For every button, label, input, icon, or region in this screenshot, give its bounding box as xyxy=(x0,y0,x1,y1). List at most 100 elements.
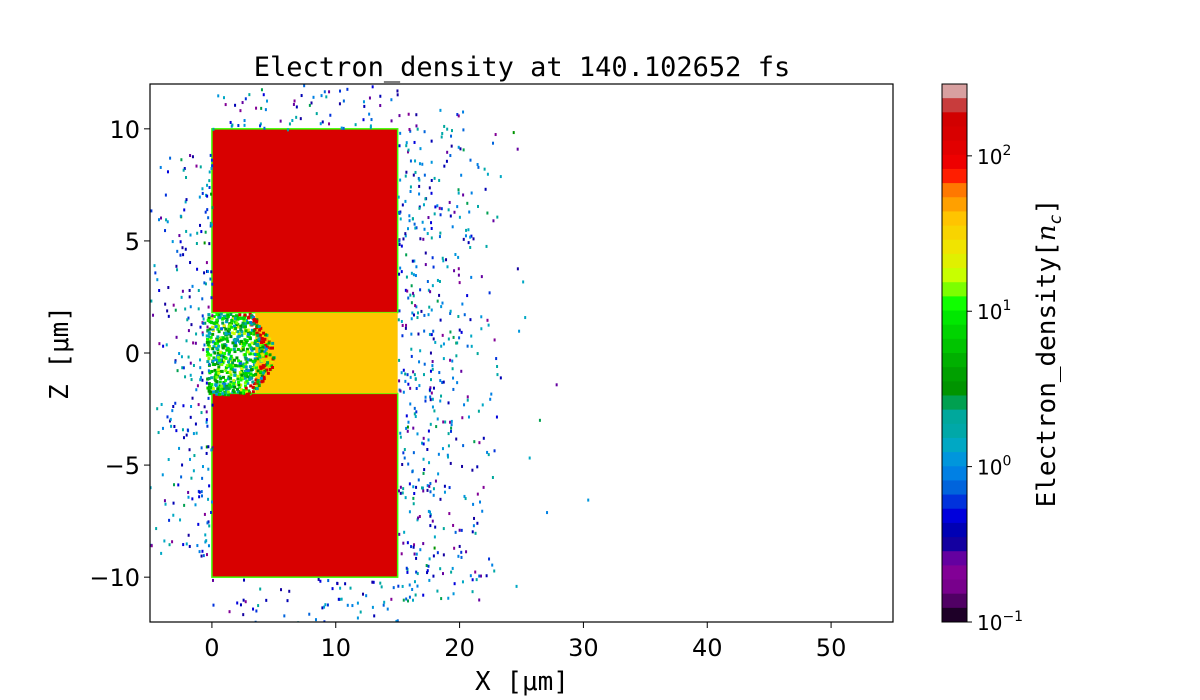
ablated-electron xyxy=(221,387,225,391)
scatter-electron xyxy=(196,231,199,235)
scatter-electron xyxy=(439,379,442,383)
ablated-electron xyxy=(256,352,260,356)
ablated-electron xyxy=(219,312,223,316)
ablated-electron xyxy=(218,375,222,379)
scatter-electron xyxy=(439,213,442,217)
scatter-electron xyxy=(418,360,421,364)
scatter-electron xyxy=(430,191,433,195)
scatter-electron xyxy=(445,159,448,163)
scatter-electron xyxy=(438,206,441,210)
scatter-electron xyxy=(369,124,372,128)
scatter-electron xyxy=(417,176,420,180)
scatter-electron xyxy=(204,533,207,537)
scatter-electron xyxy=(491,563,494,567)
scatter-electron xyxy=(196,544,199,548)
scatter-electron xyxy=(398,114,401,118)
scatter-electron xyxy=(175,429,178,433)
scatter-electron xyxy=(415,485,418,489)
ablated-electron xyxy=(215,318,219,322)
scatter-electron xyxy=(169,156,172,160)
scatter-electron xyxy=(415,386,418,390)
scatter-electron xyxy=(421,220,424,224)
ablated-electron xyxy=(232,382,236,386)
scatter-electron xyxy=(410,545,413,549)
ablated-electron xyxy=(239,340,243,344)
ablated-electron xyxy=(231,389,235,393)
scatter-electron xyxy=(207,369,210,373)
ablated-electron xyxy=(241,321,245,325)
scatter-electron xyxy=(187,329,190,333)
scatter-electron xyxy=(356,601,359,605)
scatter-electron xyxy=(399,178,402,182)
scatter-electron xyxy=(448,486,451,490)
scatter-electron xyxy=(522,280,525,284)
ablated-electron xyxy=(206,329,210,333)
scatter-electron xyxy=(210,223,213,227)
ablated-electron xyxy=(243,353,247,357)
scatter-electron xyxy=(415,265,418,269)
scatter-electron xyxy=(158,289,161,293)
scatter-electron xyxy=(456,341,459,345)
scatter-electron xyxy=(166,220,169,224)
scatter-electron xyxy=(432,493,435,497)
scatter-electron xyxy=(323,605,326,609)
scatter-electron xyxy=(402,368,405,372)
scatter-electron xyxy=(190,323,193,327)
ablated-electron xyxy=(236,325,240,329)
scatter-electron xyxy=(436,278,439,282)
scatter-electron xyxy=(404,232,407,236)
scatter-electron xyxy=(203,271,206,275)
scatter-electron xyxy=(432,337,435,341)
ablated-electron xyxy=(205,340,209,344)
colorbar-band xyxy=(942,268,967,283)
scatter-electron xyxy=(372,580,375,584)
scatter-electron xyxy=(423,362,426,366)
scatter-electron xyxy=(189,233,192,237)
scatter-electron xyxy=(415,226,418,230)
ablated-electron xyxy=(228,357,232,361)
scatter-electron xyxy=(405,141,408,145)
scatter-electron xyxy=(156,278,159,282)
scatter-electron xyxy=(397,195,400,199)
scatter-electron xyxy=(160,216,163,220)
ablated-electron xyxy=(249,358,253,362)
colorbar-band xyxy=(942,551,967,566)
scatter-electron xyxy=(382,603,385,607)
colorbar-band xyxy=(942,395,967,411)
scatter-electron xyxy=(207,445,210,449)
ablated-electron xyxy=(219,338,223,342)
ablated-electron xyxy=(216,351,220,355)
scatter-electron xyxy=(198,490,201,494)
scatter-electron xyxy=(178,446,181,450)
colorbar-band xyxy=(942,338,967,354)
scatter-electron xyxy=(449,311,452,315)
ablated-electron xyxy=(249,384,253,388)
ablated-electron xyxy=(265,362,269,366)
ablated-electron xyxy=(247,358,251,362)
scatter-electron xyxy=(201,378,204,382)
scatter-electron xyxy=(421,441,424,445)
ablated-electron xyxy=(206,348,210,352)
scatter-electron xyxy=(199,165,202,169)
ablated-electron xyxy=(219,376,223,380)
ablated-electron xyxy=(261,364,265,368)
scatter-electron xyxy=(351,604,354,608)
scatter-electron xyxy=(406,150,409,154)
scatter-electron xyxy=(179,240,182,244)
scatter-electron xyxy=(187,495,190,499)
scatter-electron xyxy=(329,113,332,117)
ablated-electron xyxy=(224,393,228,397)
scatter-electron xyxy=(493,569,496,573)
scatter-electron xyxy=(411,311,414,315)
scatter-electron xyxy=(457,314,460,318)
scatter-electron xyxy=(188,288,191,292)
scatter-electron xyxy=(339,586,342,590)
scatter-electron xyxy=(207,305,210,309)
scatter-electron xyxy=(466,344,469,348)
scatter-electron xyxy=(431,360,434,364)
ablated-electron xyxy=(252,347,256,351)
scatter-electron xyxy=(180,355,183,359)
scatter-electron xyxy=(181,289,184,293)
ablated-electron xyxy=(247,390,251,394)
scatter-electron xyxy=(362,100,365,104)
